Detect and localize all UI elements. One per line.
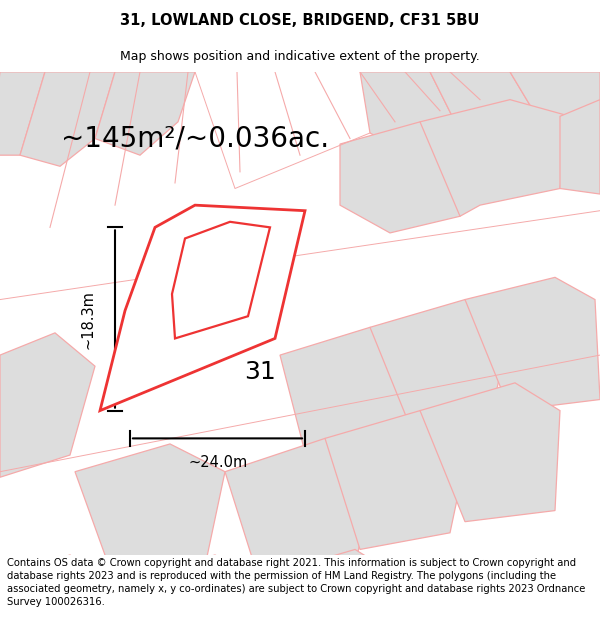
Polygon shape xyxy=(100,205,305,411)
Polygon shape xyxy=(510,72,600,155)
Text: ~24.0m: ~24.0m xyxy=(188,455,248,470)
Polygon shape xyxy=(560,99,600,194)
Polygon shape xyxy=(0,72,45,155)
Polygon shape xyxy=(370,299,510,438)
Polygon shape xyxy=(0,555,115,625)
Polygon shape xyxy=(95,72,195,155)
Text: Map shows position and indicative extent of the property.: Map shows position and indicative extent… xyxy=(120,49,480,62)
Text: Contains OS data © Crown copyright and database right 2021. This information is : Contains OS data © Crown copyright and d… xyxy=(7,558,586,608)
Polygon shape xyxy=(0,333,95,478)
Polygon shape xyxy=(280,328,420,472)
Polygon shape xyxy=(420,383,560,522)
Polygon shape xyxy=(340,122,480,233)
Polygon shape xyxy=(260,549,400,625)
Polygon shape xyxy=(325,411,470,549)
Text: 31, LOWLAND CLOSE, BRIDGEND, CF31 5BU: 31, LOWLAND CLOSE, BRIDGEND, CF31 5BU xyxy=(121,12,479,28)
Polygon shape xyxy=(20,72,115,166)
Polygon shape xyxy=(465,278,600,411)
Text: 31: 31 xyxy=(244,360,276,384)
Polygon shape xyxy=(115,555,260,625)
Text: ~145m²/~0.036ac.: ~145m²/~0.036ac. xyxy=(61,124,329,152)
Polygon shape xyxy=(75,444,225,582)
Polygon shape xyxy=(420,99,570,216)
Polygon shape xyxy=(430,72,540,149)
Text: ~18.3m: ~18.3m xyxy=(80,290,95,349)
Polygon shape xyxy=(225,438,375,582)
Polygon shape xyxy=(360,72,455,155)
